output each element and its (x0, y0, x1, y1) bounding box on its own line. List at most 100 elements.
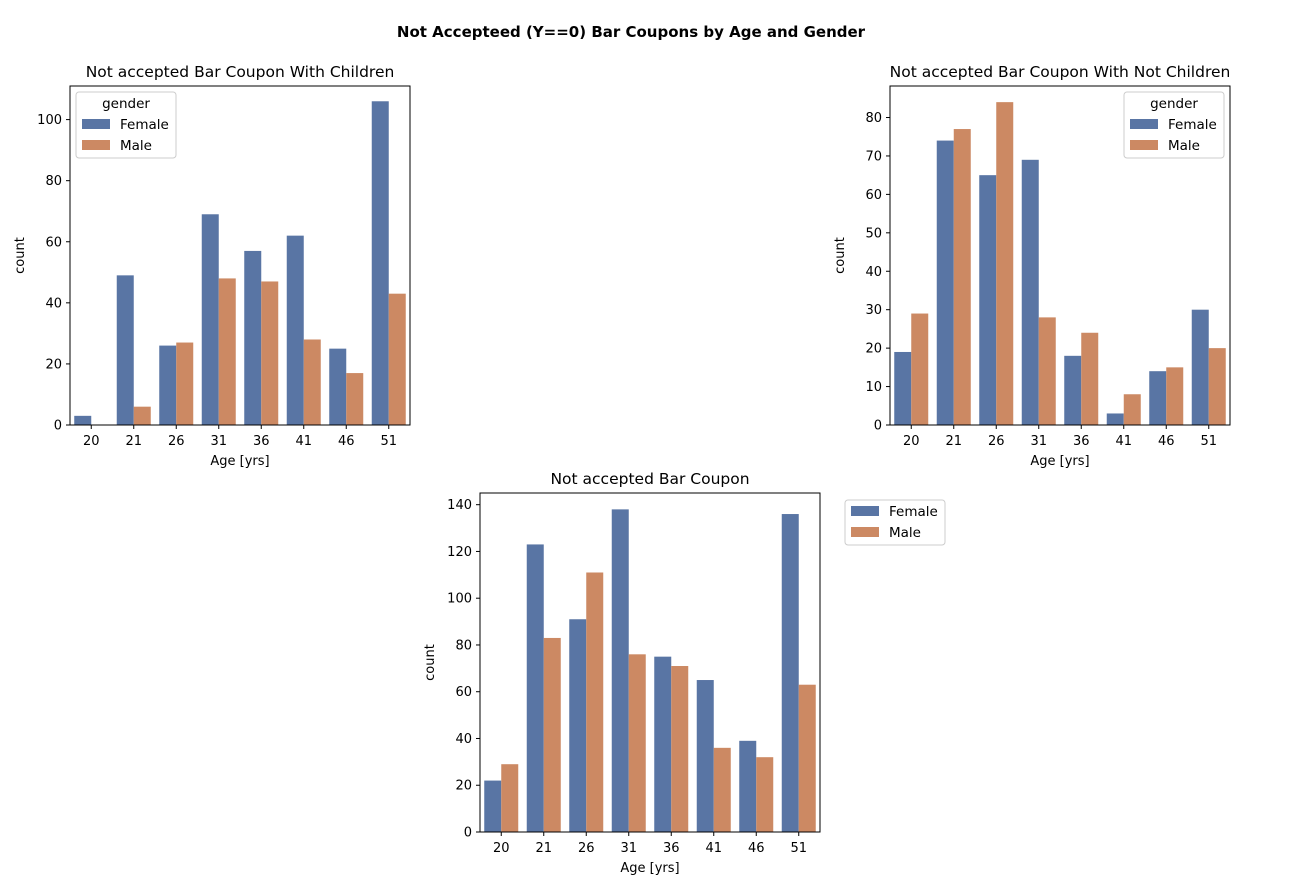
bar-female-20 (74, 415, 92, 425)
legend: Female Male (844, 499, 946, 546)
chart-title: Not accepted Bar Coupon With Children (86, 63, 395, 81)
bar-female-21 (936, 140, 954, 425)
bar-female-31 (201, 214, 219, 425)
bar-female-36 (654, 656, 672, 832)
y-tick-label: 100 (37, 113, 62, 128)
bar-female-26 (569, 619, 587, 832)
x-tick-label: 26 (578, 841, 595, 856)
legend-label-female: Female (889, 504, 938, 520)
y-tick-label: 0 (54, 419, 62, 434)
bar-female-41 (286, 235, 304, 425)
bar-female-36 (1064, 355, 1082, 425)
x-tick-label: 20 (903, 434, 920, 449)
bar-male-20 (501, 764, 519, 832)
legend: gender Female Male (75, 91, 177, 159)
bar-male-21 (133, 406, 151, 425)
bar-female-41 (696, 680, 714, 832)
x-tick-label: 51 (790, 841, 807, 856)
y-tick-label: 80 (865, 111, 882, 126)
x-tick-label: 36 (1073, 434, 1090, 449)
bar-male-41 (713, 747, 731, 832)
y-tick-label: 0 (464, 826, 472, 841)
x-tick-label: 41 (1115, 434, 1132, 449)
bar-female-51 (781, 514, 799, 832)
bar-male-36 (671, 666, 689, 832)
bar-female-31 (1021, 159, 1039, 426)
x-tick-label: 20 (493, 841, 510, 856)
axes-frame (889, 85, 1231, 426)
legend-swatch-male (851, 527, 879, 537)
bar-male-31 (218, 278, 236, 425)
y-tick-label: 40 (45, 296, 62, 311)
bar-male-31 (628, 654, 646, 832)
bar-female-46 (1149, 371, 1167, 425)
bar-male-21 (953, 129, 971, 426)
bar-male-46 (1166, 367, 1184, 425)
y-tick-label: 70 (865, 149, 882, 164)
y-tick-label: 60 (45, 235, 62, 250)
y-axis-label: count (423, 644, 438, 681)
x-tick-label: 51 (380, 434, 397, 449)
y-tick-label: 0 (874, 419, 882, 434)
x-tick-label: 21 (945, 434, 962, 449)
bar-female-51 (1191, 309, 1209, 425)
bar-male-51 (1208, 348, 1226, 425)
x-tick-label: 51 (1200, 434, 1217, 449)
bar-male-51 (388, 293, 406, 425)
y-tick-label: 60 (865, 188, 882, 203)
legend-label-male: Male (889, 525, 921, 541)
x-tick-label: 21 (535, 841, 552, 856)
x-axis-label: Age [yrs] (210, 454, 269, 469)
bar-female-46 (329, 348, 347, 425)
legend-swatch-female (851, 506, 879, 516)
y-tick-label: 80 (455, 638, 472, 653)
bar-female-31 (611, 509, 629, 832)
bar-female-21 (526, 544, 544, 832)
bar-male-26 (996, 102, 1014, 425)
y-tick-label: 120 (447, 545, 472, 560)
y-tick-label: 50 (865, 226, 882, 241)
bar-female-26 (159, 345, 177, 425)
legend: gender Female Male (1123, 91, 1225, 159)
x-tick-label: 46 (338, 434, 355, 449)
x-tick-label: 41 (705, 841, 722, 856)
x-tick-label: 26 (988, 434, 1005, 449)
bar-male-51 (798, 684, 816, 832)
bar-female-51 (371, 101, 389, 426)
y-tick-label: 10 (865, 380, 882, 395)
x-tick-label: 20 (83, 434, 100, 449)
y-axis-label: count (13, 237, 28, 274)
bar-male-20 (911, 313, 929, 425)
x-tick-label: 31 (1030, 434, 1047, 449)
panel-with-not-children: Not accepted Bar Coupon With Not Childre… (833, 63, 1231, 469)
bar-male-36 (1081, 332, 1099, 425)
bar-male-26 (176, 342, 194, 425)
figure-suptitle: Not Accepteed (Y==0) Bar Coupons by Age … (397, 23, 866, 41)
bar-female-20 (484, 780, 502, 832)
legend-swatch-male (1130, 140, 1158, 150)
x-tick-label: 31 (620, 841, 637, 856)
panel-with-children: Not accepted Bar Coupon With Children 20 2… (13, 63, 411, 469)
y-tick-label: 20 (455, 779, 472, 794)
y-tick-label: 100 (447, 592, 472, 607)
legend-swatch-female (82, 119, 110, 129)
legend-label-female: Female (1168, 117, 1217, 133)
x-axis-label: Age [yrs] (1030, 454, 1089, 469)
y-tick-label: 20 (45, 357, 62, 372)
legend-label-male: Male (1168, 138, 1200, 154)
legend-title: gender (1150, 96, 1198, 112)
chart-title: Not accepted Bar Coupon (550, 470, 749, 488)
x-tick-label: 36 (253, 434, 270, 449)
x-tick-label: 46 (1158, 434, 1175, 449)
x-tick-label: 21 (125, 434, 142, 449)
bar-female-26 (979, 175, 997, 425)
bar-male-46 (346, 373, 364, 425)
axes-frame (479, 492, 821, 833)
bar-male-26 (586, 572, 604, 832)
bar-female-46 (739, 740, 757, 832)
y-tick-label: 80 (45, 174, 62, 189)
legend-title: gender (102, 96, 150, 112)
bar-female-20 (894, 351, 912, 425)
legend-label-female: Female (120, 117, 169, 133)
